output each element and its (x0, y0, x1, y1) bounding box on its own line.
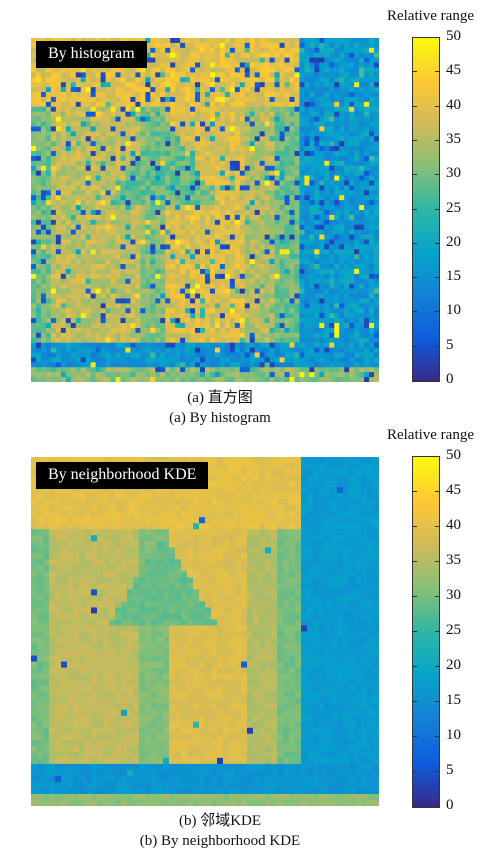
colorbar-tick-mark (435, 277, 439, 279)
colorbar-tick-mark (413, 105, 417, 107)
colorbar-tick-mark (435, 311, 439, 313)
colorbar-tick-mark (413, 666, 417, 667)
colorbar-tick-mark (435, 701, 439, 702)
colorbar-tick-mark (435, 139, 439, 141)
colorbar-tick-mark (413, 345, 417, 347)
colorbar-tick-mark (435, 242, 439, 244)
caption-en: (b) By neighborhood KDE (139, 833, 301, 849)
colorbar-tick-mark (413, 380, 417, 381)
caption-en: (a) By histogram (169, 410, 271, 426)
colorbar-tick-mark (413, 174, 417, 176)
colorbar-tick-mark (435, 71, 439, 73)
colorbar-tick-mark (435, 526, 439, 527)
colorbar-tick-label: 20 (446, 233, 461, 250)
colorbar-tick-mark (413, 491, 417, 492)
colorbar-tick-label: 0 (446, 371, 454, 387)
colorbar-tick-label: 20 (446, 657, 461, 673)
colorbar-tick-label: 25 (446, 622, 461, 638)
colorbar-tick-mark (435, 456, 439, 457)
colorbar-tick-mark (413, 561, 417, 562)
colorbar-tick-label: 15 (446, 692, 461, 708)
colorbar-tick-mark (435, 561, 439, 562)
colorbar-tick-mark (435, 736, 439, 737)
colorbar-tick-mark (413, 701, 417, 702)
colorbar-tick-mark (413, 771, 417, 772)
colorbar-tick-mark (413, 631, 417, 632)
colorbar-tick-label: 5 (446, 762, 454, 778)
colorbar-tick-label: 45 (446, 482, 461, 498)
colorbar-title: Relative range (386, 427, 474, 443)
colorbar-tick-label: 35 (446, 130, 461, 147)
colorbar-tick-mark (413, 139, 417, 141)
colorbar-tick-label: 35 (446, 552, 461, 568)
colorbar-tick-mark (413, 71, 417, 73)
colorbar-tick-label: 45 (446, 62, 461, 79)
colorbar-tick-mark (435, 806, 439, 807)
colorbar-tick-mark (435, 631, 439, 632)
colorbar-tick-mark (413, 311, 417, 313)
colorbar-tick-mark (413, 526, 417, 527)
colorbar-tick-mark (413, 596, 417, 597)
panel-a: By histogram Relative range 50 45 40 35 30 25… (0, 0, 498, 430)
range-map-kde (31, 457, 379, 806)
colorbar-tick-label: 25 (446, 199, 461, 216)
colorbar-tick-mark (435, 596, 439, 597)
colorbar-tick-label: 30 (446, 165, 461, 182)
colorbar-tick-mark (435, 380, 439, 381)
colorbar-tick-mark (413, 456, 417, 457)
colorbar-tick-mark (435, 345, 439, 347)
colorbar-tick-mark (435, 105, 439, 107)
colorbar-tick-label: 10 (446, 302, 461, 319)
colorbar-tick-mark (413, 37, 417, 38)
range-map-histogram-image (31, 38, 379, 382)
range-map-kde-image (31, 457, 379, 806)
colorbar (412, 456, 440, 808)
colorbar-tick-mark (435, 37, 439, 38)
colorbar-tick-mark (413, 736, 417, 737)
colorbar-tick-label: 5 (446, 336, 454, 353)
colorbar-tick-mark (413, 208, 417, 210)
legend-label-histogram: By histogram (36, 41, 147, 68)
colorbar-tick-mark (435, 491, 439, 492)
colorbar-tick-mark (435, 208, 439, 210)
colorbar-tick-label: 40 (446, 517, 461, 533)
colorbar-tick-label: 10 (446, 727, 461, 743)
caption-cn: (b) 邻域KDE (178, 813, 262, 829)
legend-label-kde: By neighborhood KDE (36, 462, 209, 489)
colorbar-tick-label: 15 (446, 268, 461, 285)
colorbar-tick-label: 50 (446, 447, 461, 463)
colorbar-tick-mark (413, 277, 417, 279)
colorbar-tick-label: 50 (446, 28, 461, 44)
colorbar-title: Relative range (386, 8, 474, 24)
colorbar-tick-mark (435, 771, 439, 772)
colorbar-tick-mark (435, 666, 439, 667)
colorbar-tick-label: 40 (446, 96, 461, 113)
caption-cn: (a) 直方图 (187, 390, 253, 406)
colorbar (412, 37, 440, 382)
colorbar-tick-mark (435, 174, 439, 176)
colorbar-tick-mark (413, 806, 417, 807)
colorbar-tick-label: 0 (446, 797, 454, 813)
colorbar-tick-mark (413, 242, 417, 244)
range-map-histogram (31, 38, 379, 382)
colorbar-tick-label: 30 (446, 587, 461, 603)
